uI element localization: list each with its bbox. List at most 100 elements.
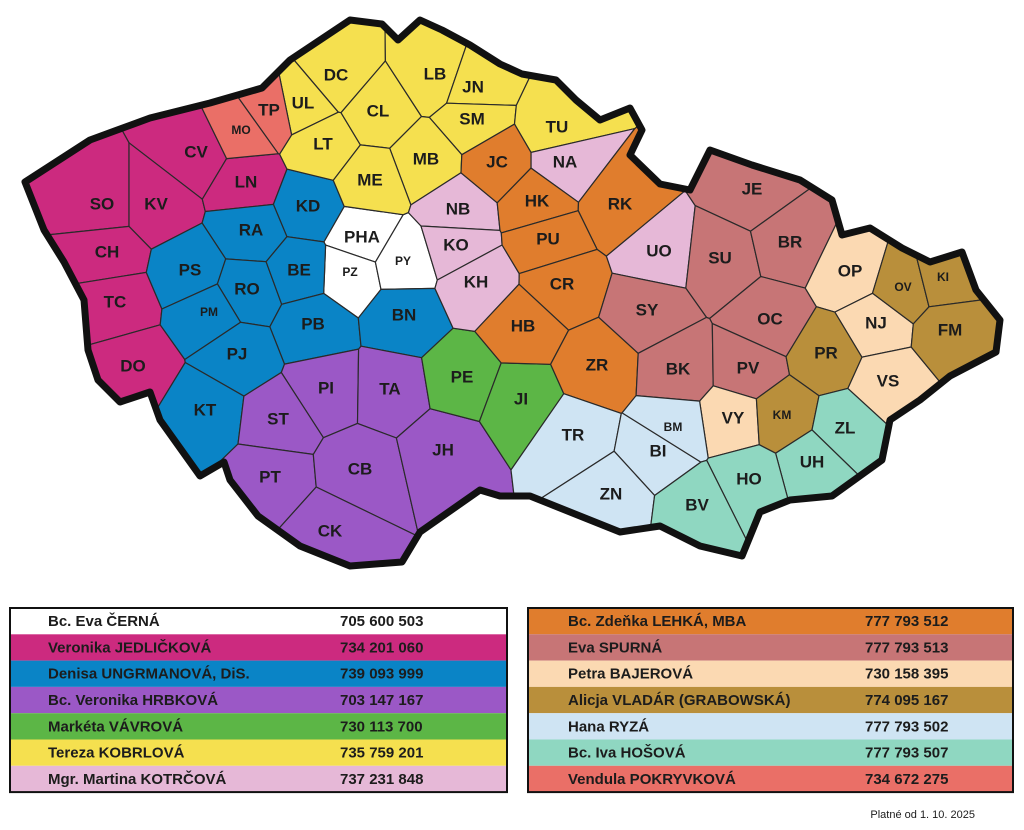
district-label: SY — [636, 300, 659, 319]
district-label: UL — [292, 93, 315, 112]
district-label: ZN — [600, 484, 623, 503]
district-label: PY — [395, 254, 411, 268]
district-label: TC — [104, 292, 127, 311]
district — [332, 144, 412, 216]
district-label: HO — [736, 469, 762, 488]
contact-name: Bc. Zdeňka LEHKÁ, MBA — [568, 613, 747, 630]
district-label: LB — [424, 64, 447, 83]
table-border — [527, 607, 1014, 794]
table-row — [10, 634, 507, 661]
district-label: RK — [608, 194, 633, 213]
table-row — [528, 660, 1013, 687]
district-label: PM — [200, 305, 218, 319]
district-label: PU — [536, 229, 560, 248]
district-label: PZ — [342, 265, 357, 279]
district-label: NB — [446, 199, 471, 218]
district-label: JN — [462, 77, 484, 96]
contact-name: Petra BAJEROVÁ — [568, 666, 693, 683]
district-label: KH — [464, 272, 489, 291]
table-row — [10, 739, 507, 766]
contact-name: Hana RYZÁ — [568, 718, 649, 735]
contact-phone: 739 093 999 — [340, 666, 423, 683]
contact-name: Denisa UNGRMANOVÁ, DiS. — [48, 666, 250, 683]
contact-phone: 774 095 167 — [865, 692, 948, 709]
district-label: JC — [486, 152, 508, 171]
district-label: PE — [451, 367, 474, 386]
district-label: JE — [742, 179, 763, 198]
district-label: SO — [90, 194, 115, 213]
contact-phone: 777 793 513 — [865, 639, 948, 656]
contact-name: Vendula POKRYVKOVÁ — [568, 771, 736, 788]
district-label: LT — [313, 134, 333, 153]
district-label: TP — [258, 100, 280, 119]
district-label: CK — [318, 521, 343, 540]
map — [25, 20, 1000, 566]
district-label: DO — [120, 356, 146, 375]
district-label: OV — [894, 280, 911, 294]
contact-name: Bc. Iva HOŠOVÁ — [568, 744, 686, 762]
district-label: PR — [814, 343, 838, 362]
district-label: PB — [301, 314, 325, 333]
table-row — [528, 634, 1013, 661]
contact-phone: 730 113 700 — [340, 718, 423, 735]
district-label: NA — [553, 152, 578, 171]
district-label: SU — [708, 248, 732, 267]
table-row — [528, 765, 1013, 793]
district-label: JH — [432, 440, 454, 459]
district-label: PHA — [344, 227, 380, 246]
contact-phone: 703 147 167 — [340, 692, 423, 709]
contact-phone: 705 600 503 — [340, 613, 423, 630]
district-label: PS — [179, 260, 202, 279]
district-label: CL — [367, 101, 390, 120]
district-label: UO — [646, 241, 672, 260]
footer: Platné od 1. 10. 2025 — [870, 809, 975, 821]
district-label: HB — [511, 316, 536, 335]
contact-phone: 735 759 201 — [340, 745, 423, 762]
district-label: SM — [459, 109, 485, 128]
district-label: VY — [722, 408, 745, 427]
district-label: PV — [737, 358, 760, 377]
district-label: RO — [234, 279, 260, 298]
country-outline — [21, 16, 1004, 570]
table-row — [10, 765, 507, 793]
district-label: BK — [666, 359, 691, 378]
district-label: TR — [562, 425, 585, 444]
table-border — [9, 607, 508, 794]
contact-phone: 734 672 275 — [865, 771, 948, 788]
district-label: MB — [413, 149, 439, 168]
district-label: DC — [324, 65, 349, 84]
contact-phone: 737 231 848 — [340, 771, 423, 788]
district-label: RA — [239, 220, 264, 239]
district-label: ZR — [586, 355, 609, 374]
district-label: KO — [443, 235, 469, 254]
district-label: OC — [757, 309, 783, 328]
district-label: TA — [379, 379, 400, 398]
district-label: KI — [937, 270, 949, 284]
table-row — [528, 713, 1013, 740]
district-label: ST — [267, 409, 289, 428]
district-label: OP — [838, 261, 863, 280]
contact-phone: 730 158 395 — [865, 666, 948, 683]
table-row — [528, 686, 1013, 714]
district-label: TU — [546, 117, 569, 136]
district-label: PI — [318, 378, 334, 397]
district-label: KT — [194, 400, 217, 419]
district-label: CR — [550, 274, 575, 293]
district-label: HK — [525, 191, 550, 210]
district-label: PJ — [227, 344, 248, 363]
district-label: ZL — [835, 418, 856, 437]
table-row — [10, 608, 507, 635]
contact-name: Tereza KOBRLOVÁ — [48, 745, 185, 762]
table-row — [10, 660, 507, 687]
district-label: ME — [357, 170, 383, 189]
contact-name: Mgr. Martina KOTRČOVÁ — [48, 770, 227, 788]
contact-phone: 777 793 512 — [865, 613, 948, 630]
district-label: JI — [514, 389, 528, 408]
district-label: CH — [95, 242, 120, 261]
district-label: BR — [778, 232, 803, 251]
district-label: BE — [287, 260, 311, 279]
district-label: BN — [392, 305, 417, 324]
district-label: LN — [235, 172, 258, 191]
contact-name: Eva SPURNÁ — [568, 639, 662, 656]
